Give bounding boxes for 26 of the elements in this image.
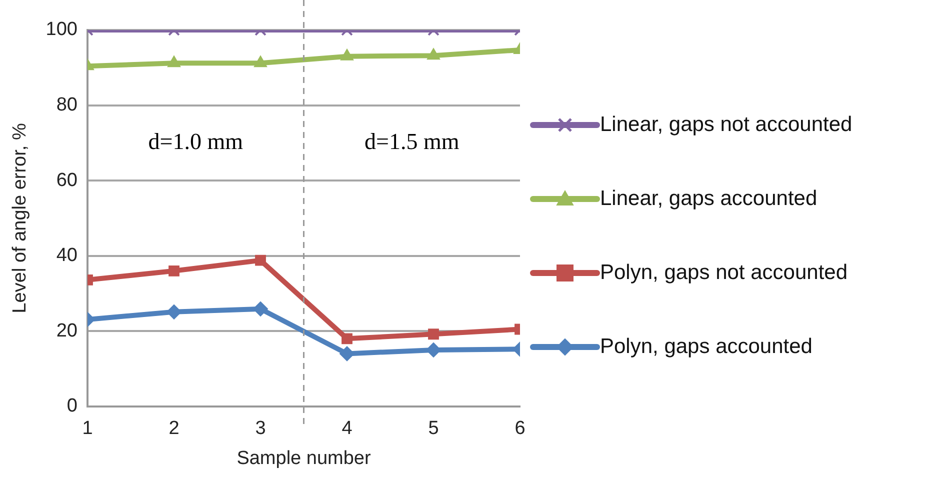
legend-label: Linear, gaps accounted [600, 187, 818, 211]
x-tick-label: 5 [428, 418, 439, 440]
x-tick-label: 1 [82, 418, 93, 440]
legend-label: Polyn, gaps not accounted [600, 261, 848, 285]
x-tick-label: 4 [342, 418, 353, 440]
annotation: d=1.0 mm [148, 128, 244, 154]
x-tick-label: 3 [255, 418, 266, 440]
point [342, 333, 352, 344]
y-tick-label: 80 [56, 94, 78, 116]
y-tick-label: 0 [66, 396, 78, 417]
point [254, 56, 268, 68]
x-tick-label: 6 [514, 418, 526, 440]
x-tick-label: 2 [168, 418, 180, 440]
point [253, 301, 268, 316]
annotation: d=1.5 mm [364, 128, 460, 154]
point [340, 48, 354, 60]
y-tick-label: 60 [56, 170, 78, 191]
point [255, 254, 266, 266]
y-tick-label: 100 [46, 19, 78, 40]
y-axis-title: Level of angle error, % [10, 123, 31, 314]
y-tick-label: 20 [56, 320, 78, 342]
y-tick-label: 40 [56, 245, 78, 266]
legend-label: Polyn, gaps accounted [600, 335, 812, 359]
legend-label: Linear, gaps not accounted [600, 113, 852, 137]
point [340, 346, 354, 362]
x-axis-title: Sample number [236, 448, 372, 469]
